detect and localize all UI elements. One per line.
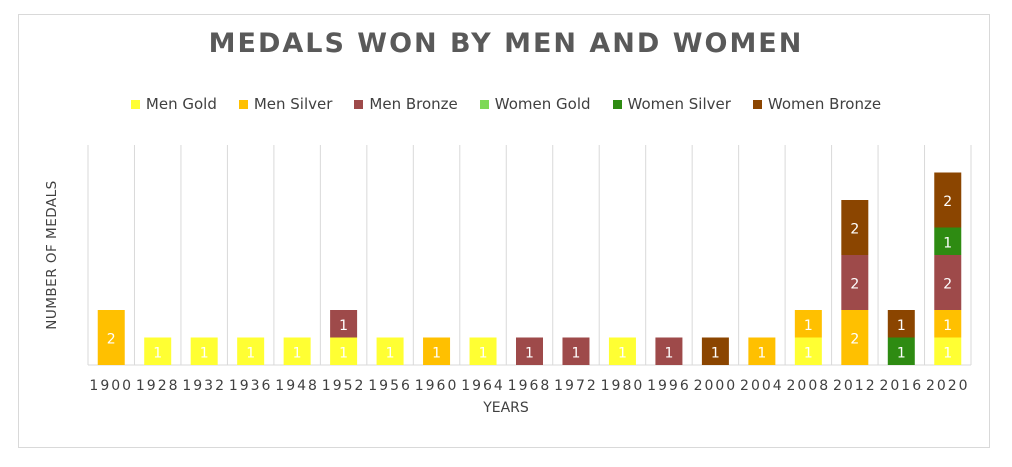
legend-item-women-gold: Women Gold [479,95,591,113]
data-label: 1 [897,318,906,334]
bar-men-bronze-1972 [562,337,590,365]
bar-men-silver-1960 [423,337,451,365]
data-label: 1 [943,235,952,251]
bar-men-gold-1948 [283,337,311,365]
data-label: 1 [572,345,581,361]
data-label: 1 [432,345,441,361]
x-tick-label: 1968 [508,378,552,394]
bar-men-silver-1900 [97,310,125,365]
x-tick-label: 1980 [601,378,645,394]
data-label: 1 [479,345,488,361]
legend-label-men-gold: Men Gold [145,95,217,113]
legend-item-women-silver: Women Silver [612,95,731,113]
x-tick-label: 1960 [415,378,459,394]
data-label: 1 [804,318,813,334]
x-tick-label: 1900 [89,378,133,394]
data-label: 1 [200,345,209,361]
data-label: 1 [153,345,162,361]
x-tick-label: 2004 [740,378,784,394]
bar-men-gold-1956 [376,337,404,365]
chart-legend: Men Gold Men Silver Men Bronze Women Gol… [0,93,1012,115]
x-tick-label: 1964 [461,378,505,394]
legend-item-men-bronze: Men Bronze [354,95,458,113]
bar-men-bronze-1996 [655,337,683,365]
x-tick-label: 2000 [694,378,738,394]
data-label: 1 [804,345,813,361]
legend-label-women-bronze: Women Bronze [767,95,882,113]
x-tick-label: 2020 [926,378,970,394]
data-label: 2 [107,332,116,348]
legend-label-women-gold: Women Gold [494,95,591,113]
legend-swatch-men-bronze [354,99,364,109]
x-tick-label: 1948 [275,378,319,394]
legend-swatch-men-gold [130,99,140,109]
x-tick-label: 2016 [879,378,923,394]
data-label: 2 [943,277,952,293]
bar-men-gold-1936 [237,337,265,365]
bar-men-gold-1964 [469,337,497,365]
bar-men-silver-2004 [748,337,776,365]
x-tick-label: 2008 [787,378,831,394]
bar-men-gold-1952 [330,337,358,365]
bar-men-bronze-2012 [841,255,869,310]
bar-men-gold-1980 [608,337,636,365]
legend-item-men-gold: Men Gold [130,95,217,113]
data-label: 1 [339,345,348,361]
data-label: 1 [618,345,627,361]
bar-men-bronze-1952 [330,310,358,338]
data-label: 1 [943,345,952,361]
bar-men-gold-1928 [144,337,172,365]
x-tick-label: 2012 [833,378,877,394]
bar-men-bronze-2020 [934,255,962,310]
bar-women-bronze-2016 [887,310,915,338]
x-tick-label: 1956 [368,378,412,394]
bar-men-silver-2008 [794,310,822,338]
bar-women-bronze-2000 [701,337,729,365]
legend-label-men-bronze: Men Bronze [369,95,458,113]
data-label: 1 [711,345,720,361]
data-label: 1 [339,318,348,334]
x-tick-label: 1928 [136,378,180,394]
bar-men-gold-2008 [794,337,822,365]
x-tick-label: 1952 [322,378,366,394]
data-label: 1 [897,345,906,361]
legend-swatch-women-bronze [752,99,762,109]
data-label: 2 [943,194,952,210]
data-label: 1 [664,345,673,361]
x-axis-title: YEARS [483,400,529,416]
x-tick-label: 1972 [554,378,598,394]
bar-women-bronze-2020 [934,172,962,228]
legend-item-women-bronze: Women Bronze [752,95,882,113]
bar-women-silver-2020 [934,227,962,255]
data-label: 1 [943,318,952,334]
legend-label-women-silver: Women Silver [627,95,731,113]
data-label: 1 [525,345,534,361]
data-label: 1 [246,345,255,361]
chart-title: MEDALS WON BY MEN AND WOMEN [208,28,804,59]
data-label: 2 [850,332,859,348]
chart-frame [18,14,990,448]
x-tick-label: 1936 [229,378,273,394]
legend-label-men-silver: Men Silver [253,95,333,113]
legend-swatch-women-silver [612,99,622,109]
bar-men-bronze-1968 [516,337,543,365]
legend-swatch-women-gold [479,99,489,109]
data-label: 1 [293,345,302,361]
bar-men-gold-1932 [190,337,218,365]
bar-men-silver-2012 [841,310,869,365]
x-tick-label: 1996 [647,378,691,394]
legend-swatch-men-silver [238,99,248,109]
bar-women-silver-2016 [887,337,915,365]
data-label: 2 [850,277,859,293]
bar-women-bronze-2012 [841,200,869,255]
bar-men-silver-2020 [934,310,962,338]
data-label: 2 [850,222,859,238]
legend-item-men-silver: Men Silver [238,95,333,113]
bar-men-gold-2020 [934,337,962,365]
data-label: 1 [757,345,766,361]
data-label: 1 [386,345,395,361]
x-tick-label: 1932 [182,378,226,394]
